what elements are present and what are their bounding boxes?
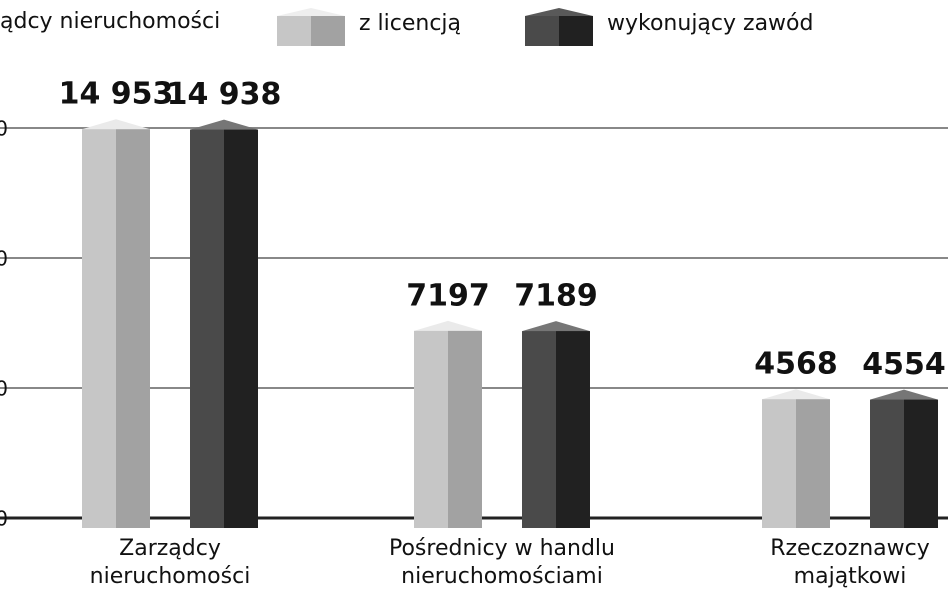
value-label: 7197 <box>406 278 490 313</box>
y-tick-label: 10000 <box>0 247 8 271</box>
bar <box>190 129 224 528</box>
bar-side <box>224 129 258 528</box>
bar-side <box>116 129 150 529</box>
value-label: 14 938 <box>167 77 282 112</box>
legend-swatch <box>277 16 311 46</box>
y-tick-label: 0 <box>0 507 8 531</box>
legend-swatch-side <box>311 16 345 46</box>
legend-label: wykonujący zawód <box>607 11 813 36</box>
x-tick-label: Zarządcy nieruchomości <box>89 536 251 589</box>
legend-swatch-side <box>559 16 593 46</box>
bar-side <box>448 330 482 528</box>
x-tick-label: Pośrednicy w handlu nieruchomościami <box>388 536 615 589</box>
bar <box>414 330 448 528</box>
chart-title: ądcy nieruchomości <box>0 9 220 34</box>
value-label: 4568 <box>754 347 838 382</box>
bar <box>870 399 904 528</box>
y-tick-label: 5000 <box>0 377 8 401</box>
value-label: 7189 <box>514 279 598 314</box>
bar <box>762 399 796 528</box>
bar <box>82 129 116 529</box>
legend-label: z licencją <box>359 11 461 36</box>
value-label: 4554 <box>862 347 946 382</box>
bar <box>522 331 556 528</box>
bar-side <box>556 331 590 528</box>
value-label: 14 953 <box>59 77 174 112</box>
bar-side <box>904 399 938 528</box>
y-tick-label: 15000 <box>0 117 8 141</box>
bar-side <box>796 399 830 528</box>
legend-swatch <box>525 16 559 46</box>
x-tick-label: Rzeczoznawcy majątkowi <box>770 536 930 589</box>
